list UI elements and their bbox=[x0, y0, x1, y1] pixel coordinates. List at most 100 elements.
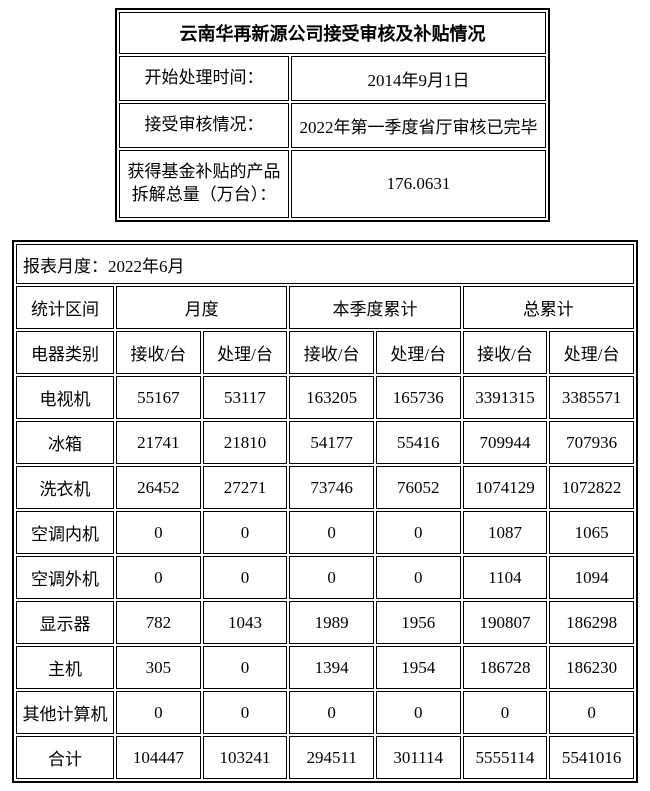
monthly-report-table: 报表月度：2022年6月 统计区间 月度 本季度累计 总累计 电器类别 接收/台… bbox=[12, 240, 638, 783]
value-cell: 782 bbox=[116, 601, 201, 644]
value-cell: 186230 bbox=[549, 646, 634, 689]
value-cell: 55416 bbox=[375, 421, 461, 464]
category-cell: 合计 bbox=[16, 736, 114, 779]
value-cell: 1954 bbox=[375, 646, 461, 689]
category-cell: 主机 bbox=[16, 646, 114, 689]
value-cell: 1104 bbox=[462, 556, 548, 599]
value-cell: 0 bbox=[462, 691, 548, 734]
value-cell: 305 bbox=[116, 646, 201, 689]
value-cell: 0 bbox=[202, 646, 288, 689]
value-cell: 76052 bbox=[375, 466, 461, 509]
value-cell: 0 bbox=[375, 511, 461, 554]
table-row: 主机 305 0 1394 1954 186728 186230 bbox=[16, 646, 634, 689]
value-cell: 0 bbox=[289, 511, 374, 554]
table-row: 电视机 55167 53117 163205 165736 3391315 33… bbox=[16, 376, 634, 419]
start-time-label: 开始处理时间： bbox=[119, 56, 289, 101]
audit-status-value: 2022年第一季度省厅审核已完毕 bbox=[291, 103, 546, 148]
table-row: 空调内机 0 0 0 0 1087 1065 bbox=[16, 511, 634, 554]
subsidy-total-value: 176.0631 bbox=[291, 150, 546, 218]
table-row: 获得基金补贴的产品拆解总量（万台）： 176.0631 bbox=[119, 150, 546, 218]
value-cell: 5555114 bbox=[462, 736, 548, 779]
value-cell: 1072822 bbox=[549, 466, 634, 509]
value-cell: 0 bbox=[202, 556, 288, 599]
group-header-quarter: 本季度累计 bbox=[289, 286, 461, 329]
value-cell: 190807 bbox=[462, 601, 548, 644]
sub-header: 处理/台 bbox=[549, 331, 634, 374]
table-row: 其他计算机 0 0 0 0 0 0 bbox=[16, 691, 634, 734]
value-cell: 163205 bbox=[289, 376, 374, 419]
value-cell: 3391315 bbox=[462, 376, 548, 419]
audit-status-label: 接受审核情况： bbox=[119, 103, 289, 148]
value-cell: 1065 bbox=[549, 511, 634, 554]
value-cell: 0 bbox=[116, 691, 201, 734]
value-cell: 1956 bbox=[375, 601, 461, 644]
table-row: 冰箱 21741 21810 54177 55416 709944 707936 bbox=[16, 421, 634, 464]
value-cell: 709944 bbox=[462, 421, 548, 464]
category-cell: 空调外机 bbox=[16, 556, 114, 599]
value-cell: 1043 bbox=[202, 601, 288, 644]
report-period: 报表月度：2022年6月 bbox=[16, 244, 634, 284]
value-cell: 0 bbox=[289, 691, 374, 734]
category-cell: 洗衣机 bbox=[16, 466, 114, 509]
category-cell: 冰箱 bbox=[16, 421, 114, 464]
value-cell: 301114 bbox=[375, 736, 461, 779]
sub-header: 接收/台 bbox=[462, 331, 548, 374]
stat-interval-header: 统计区间 bbox=[16, 286, 114, 329]
sub-header: 处理/台 bbox=[375, 331, 461, 374]
value-cell: 1394 bbox=[289, 646, 374, 689]
value-cell: 0 bbox=[549, 691, 634, 734]
table-row: 洗衣机 26452 27271 73746 76052 1074129 1072… bbox=[16, 466, 634, 509]
value-cell: 165736 bbox=[375, 376, 461, 419]
category-header: 电器类别 bbox=[16, 331, 114, 374]
summary-table-title: 云南华再新源公司接受审核及补贴情况 bbox=[119, 12, 546, 54]
value-cell: 53117 bbox=[202, 376, 288, 419]
value-cell: 3385571 bbox=[549, 376, 634, 419]
value-cell: 54177 bbox=[289, 421, 374, 464]
value-cell: 186298 bbox=[549, 601, 634, 644]
sub-header: 接收/台 bbox=[116, 331, 201, 374]
value-cell: 1989 bbox=[289, 601, 374, 644]
sub-header: 处理/台 bbox=[202, 331, 288, 374]
value-cell: 186728 bbox=[462, 646, 548, 689]
value-cell: 0 bbox=[116, 511, 201, 554]
value-cell: 55167 bbox=[116, 376, 201, 419]
summary-table: 云南华再新源公司接受审核及补贴情况 开始处理时间： 2014年9月1日 接受审核… bbox=[115, 8, 550, 222]
sub-header-row: 电器类别 接收/台 处理/台 接收/台 处理/台 接收/台 处理/台 bbox=[16, 331, 634, 374]
value-cell: 21810 bbox=[202, 421, 288, 464]
group-header-total: 总累计 bbox=[462, 286, 634, 329]
total-row: 合计 104447 103241 294511 301114 5555114 5… bbox=[16, 736, 634, 779]
value-cell: 0 bbox=[202, 691, 288, 734]
value-cell: 0 bbox=[202, 511, 288, 554]
category-cell: 电视机 bbox=[16, 376, 114, 419]
value-cell: 294511 bbox=[289, 736, 374, 779]
value-cell: 1087 bbox=[462, 511, 548, 554]
value-cell: 21741 bbox=[116, 421, 201, 464]
group-header-month: 月度 bbox=[116, 286, 288, 329]
value-cell: 707936 bbox=[549, 421, 634, 464]
category-cell: 其他计算机 bbox=[16, 691, 114, 734]
subsidy-total-label: 获得基金补贴的产品拆解总量（万台）： bbox=[119, 150, 289, 218]
value-cell: 0 bbox=[289, 556, 374, 599]
start-time-value: 2014年9月1日 bbox=[291, 56, 546, 101]
value-cell: 73746 bbox=[289, 466, 374, 509]
value-cell: 26452 bbox=[116, 466, 201, 509]
value-cell: 104447 bbox=[116, 736, 201, 779]
summary-title-row: 云南华再新源公司接受审核及补贴情况 bbox=[119, 12, 546, 54]
value-cell: 5541016 bbox=[549, 736, 634, 779]
value-cell: 27271 bbox=[202, 466, 288, 509]
category-cell: 空调内机 bbox=[16, 511, 114, 554]
value-cell: 103241 bbox=[202, 736, 288, 779]
table-row: 显示器 782 1043 1989 1956 190807 186298 bbox=[16, 601, 634, 644]
value-cell: 1094 bbox=[549, 556, 634, 599]
table-row: 接受审核情况： 2022年第一季度省厅审核已完毕 bbox=[119, 103, 546, 148]
table-row: 开始处理时间： 2014年9月1日 bbox=[119, 56, 546, 101]
value-cell: 1074129 bbox=[462, 466, 548, 509]
value-cell: 0 bbox=[375, 691, 461, 734]
group-header-row: 统计区间 月度 本季度累计 总累计 bbox=[16, 286, 634, 329]
value-cell: 0 bbox=[116, 556, 201, 599]
value-cell: 0 bbox=[375, 556, 461, 599]
sub-header: 接收/台 bbox=[289, 331, 374, 374]
period-row: 报表月度：2022年6月 bbox=[16, 244, 634, 284]
table-row: 空调外机 0 0 0 0 1104 1094 bbox=[16, 556, 634, 599]
